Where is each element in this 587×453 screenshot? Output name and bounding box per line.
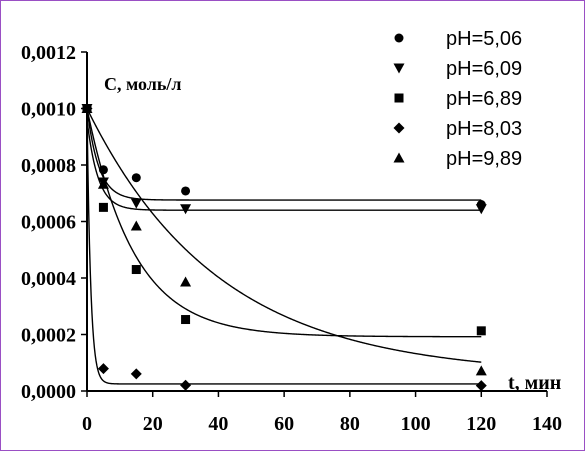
- data-points: [81, 103, 487, 392]
- legend-label: pH=6,89: [446, 88, 522, 110]
- data-point: [130, 368, 142, 380]
- y-tick-label: 0,0004: [21, 268, 76, 290]
- data-point: [180, 276, 192, 287]
- data-point: [97, 363, 109, 375]
- x-tick-label: 120: [466, 413, 496, 435]
- x-tick-label: 20: [143, 413, 163, 435]
- axes: [81, 51, 548, 397]
- fit-curves: [86, 108, 482, 385]
- x-tick-label: 60: [274, 413, 294, 435]
- data-point: [181, 315, 191, 325]
- legend-label: pH=5,06: [446, 28, 522, 50]
- data-point: [131, 265, 141, 275]
- data-point: [98, 165, 108, 175]
- data-point: [81, 103, 93, 113]
- y-tick-label: 0,0008: [21, 155, 76, 177]
- y-tick-label: 0,0012: [21, 42, 76, 64]
- data-point: [475, 380, 487, 392]
- legend-label: pH=9,89: [446, 148, 522, 170]
- legend-marker: [393, 152, 405, 163]
- y-tick-label: 0,0002: [21, 325, 76, 347]
- data-point: [131, 173, 141, 183]
- fit-curve: [86, 119, 482, 211]
- data-point: [130, 220, 142, 231]
- y-axis-label: С, моль/л: [104, 74, 182, 94]
- y-tick-label: 0,0000: [21, 381, 76, 403]
- x-tick-labels: 0 20 40 60 80 100 120 140: [82, 413, 562, 435]
- x-tick-label: 140: [532, 413, 562, 435]
- legend-marker: [393, 63, 405, 74]
- x-tick-label: 100: [401, 413, 431, 435]
- fit-curve: [86, 108, 482, 338]
- legend-label: pH=6,09: [446, 58, 522, 80]
- data-point: [181, 186, 191, 196]
- data-point: [97, 178, 109, 189]
- data-point: [180, 379, 192, 391]
- x-axis-label: t, мин: [508, 372, 561, 394]
- legend-marker: [393, 122, 405, 134]
- fit-curve: [86, 108, 482, 201]
- data-point: [475, 365, 487, 376]
- legend-marker: [394, 33, 404, 43]
- legend-marker: [394, 93, 404, 103]
- data-point: [476, 326, 486, 336]
- x-tick-label: 0: [82, 413, 92, 435]
- x-tick-label: 40: [208, 413, 228, 435]
- legend: pH=5,06 pH=6,09 pH=6,89 pH=8,03 pH=9,89: [393, 28, 522, 170]
- y-tick-label: 0,0010: [21, 99, 76, 121]
- fit-curve: [86, 108, 482, 363]
- fit-curve: [86, 109, 482, 385]
- x-tick-label: 80: [340, 413, 360, 435]
- data-point: [130, 198, 142, 209]
- legend-label: pH=8,03: [446, 118, 522, 140]
- data-point: [180, 204, 192, 215]
- y-tick-labels: 0,0000 0,0002 0,0004 0,0006 0,0008 0,0010 0,00…: [21, 42, 76, 403]
- data-point: [98, 202, 108, 212]
- y-tick-label: 0,0006: [21, 212, 76, 234]
- data-point: [475, 204, 487, 215]
